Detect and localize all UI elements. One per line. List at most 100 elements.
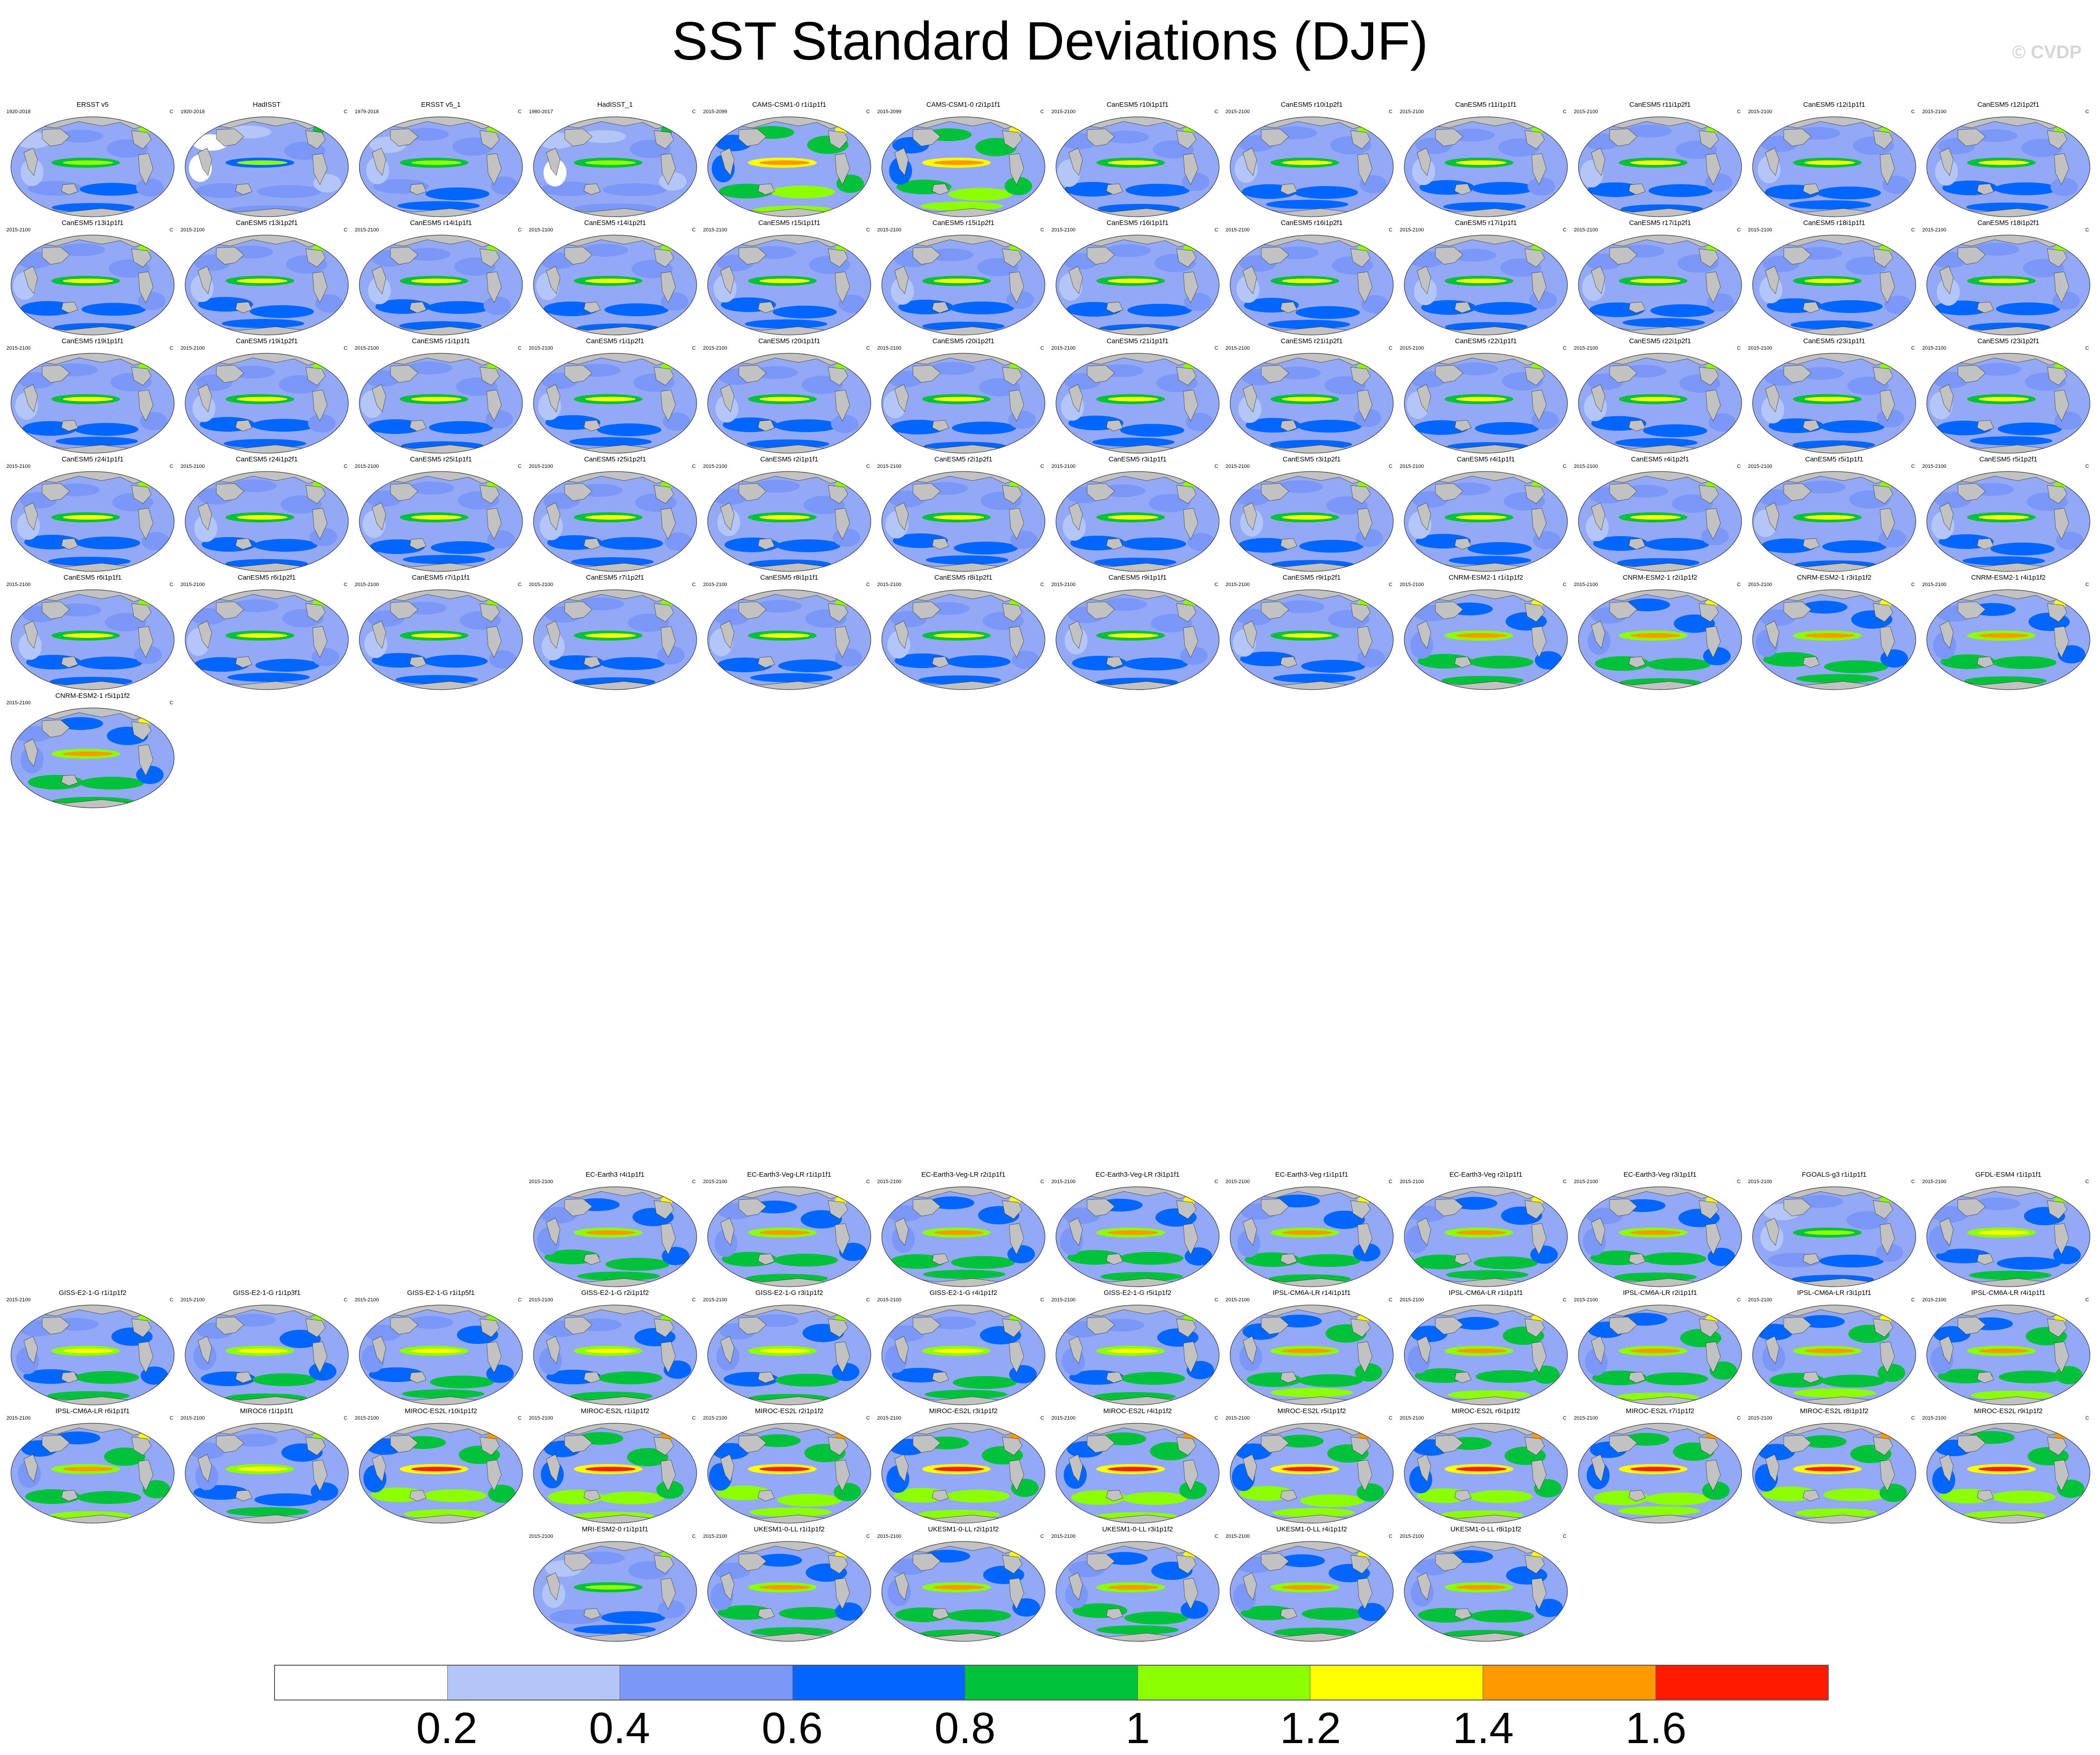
panel-title: GISS-E2-1-G r3i1p1f2 [755,1289,823,1297]
panel-period: 2015-2100 [1574,582,1598,587]
land-mass [894,502,909,531]
sst-patch [48,557,131,566]
sst-patch [407,362,452,374]
sst-patch [756,600,802,613]
panel-title: CanESM5 r21i1p1f1 [1106,337,1169,345]
sst-patch [665,532,692,551]
world-map [1752,116,1916,217]
sst-patch [224,439,306,448]
land-mass [312,1459,328,1492]
land-mass [131,248,152,268]
land-mass [61,656,78,668]
land-mass [23,384,38,412]
sst-patch [779,1607,843,1620]
map-panel: IPSL-CM6A-LR r3i1p1f1 2015-2100 C [1748,1289,1920,1407]
equatorial-band-core [1108,1230,1158,1235]
panel-title: UKESM1-0-LL r4i1p1f2 [1276,1525,1347,1533]
land-mass [1068,1336,1083,1364]
panel-period: 2015-2100 [1226,109,1250,115]
panel-unit: C [1389,109,1392,115]
land-mass [1357,271,1373,303]
land-mass [913,483,941,501]
land-mass [546,384,561,412]
land-mass [720,266,735,294]
sst-patch [1443,202,1526,211]
land-mass [1524,1318,1545,1338]
map-outline [1055,589,1220,690]
sst-patch [1277,480,1323,493]
land-mass [2054,271,2069,303]
map-panel: CanESM5 r19i1p1f1 2015-2100 C [6,337,179,455]
land-mass [409,420,427,432]
land-mass [1977,1490,1994,1502]
land-mass [1765,1336,1780,1364]
world-map [881,589,1045,690]
land-mass [1280,302,1297,313]
panel-unit: C [2085,227,2089,233]
world-map [533,471,697,572]
panel-title: CanESM5 r11i1p2f1 [1629,101,1691,109]
land-mass [932,302,949,313]
world-map [1404,353,1568,454]
sst-patch [930,1316,976,1329]
land-mass [23,1454,38,1482]
map-outline [1230,1305,1394,1405]
map-panel: CAMS-CSM1-0 r1i1p1f1 2015-2099 C [703,101,875,219]
equatorial-band-core [237,515,287,520]
panel-title: CanESM5 r25i1p1f1 [410,455,472,463]
land-mass [1628,420,1646,432]
land-mass [564,1316,593,1335]
panel-period: 2015-2100 [1051,109,1076,115]
panel-title: UKESM1-0-LL r8i1p1f2 [1450,1525,1522,1533]
land-mass [479,1437,500,1456]
panel-period: 2015-2100 [877,464,902,469]
map-outline [1404,589,1568,690]
land-mass [1357,1459,1373,1492]
sst-patch [1302,1607,1366,1620]
panel-unit: C [1215,227,1218,233]
sst-patch [1452,362,1498,375]
panel-unit: C [1389,582,1392,587]
sst-patch [74,423,138,436]
sst-patch [484,296,511,315]
panel-unit: C [1040,1534,1044,1539]
panel-unit: C [344,582,347,587]
sst-patch [1126,184,1190,197]
world-map [359,589,523,690]
panel-title: CanESM5 r20i1p1f1 [758,337,820,345]
sst-patch [1119,1252,1183,1265]
sst-patch [1800,481,1846,494]
land-mass [564,128,593,147]
land-mass [1699,248,1719,268]
map-panel: CanESM5 r11i1p2f1 2015-2100 C [1574,101,1746,219]
land-mass [1106,1253,1123,1265]
sst-patch [1884,296,1912,314]
land-mass [131,1437,152,1456]
equatorial-band-core [934,1349,984,1353]
panel-title: CanESM5 r17i1p1f1 [1455,219,1517,227]
land-mass [216,365,244,383]
land-mass [1783,1435,1812,1453]
land-mass [1524,130,1545,149]
panel-period: 2015-2100 [877,227,902,233]
world-map [881,235,1045,335]
sst-patch [1970,436,2052,445]
world-map [11,589,175,690]
land-mass [1609,365,1638,383]
land-mass [1176,367,1197,386]
land-mass [1280,1253,1297,1265]
land-mass [138,744,154,776]
land-mass [1939,620,1954,649]
panel-unit: C [344,1297,347,1303]
panel-unit: C [1215,1415,1218,1421]
land-mass [758,1490,775,1502]
panel-period: 2015-2100 [529,1297,553,1303]
panel-period: 2015-2100 [1748,1297,1772,1303]
map-outline [1578,1186,1742,1287]
land-mass [835,153,850,185]
panel-unit: C [866,227,870,233]
map-outline [1752,235,1916,335]
map-panel: CanESM5 r5i1p2f1 2015-2100 C [1922,455,2095,574]
land-mass [372,384,386,412]
map-outline [1752,1423,1916,1524]
